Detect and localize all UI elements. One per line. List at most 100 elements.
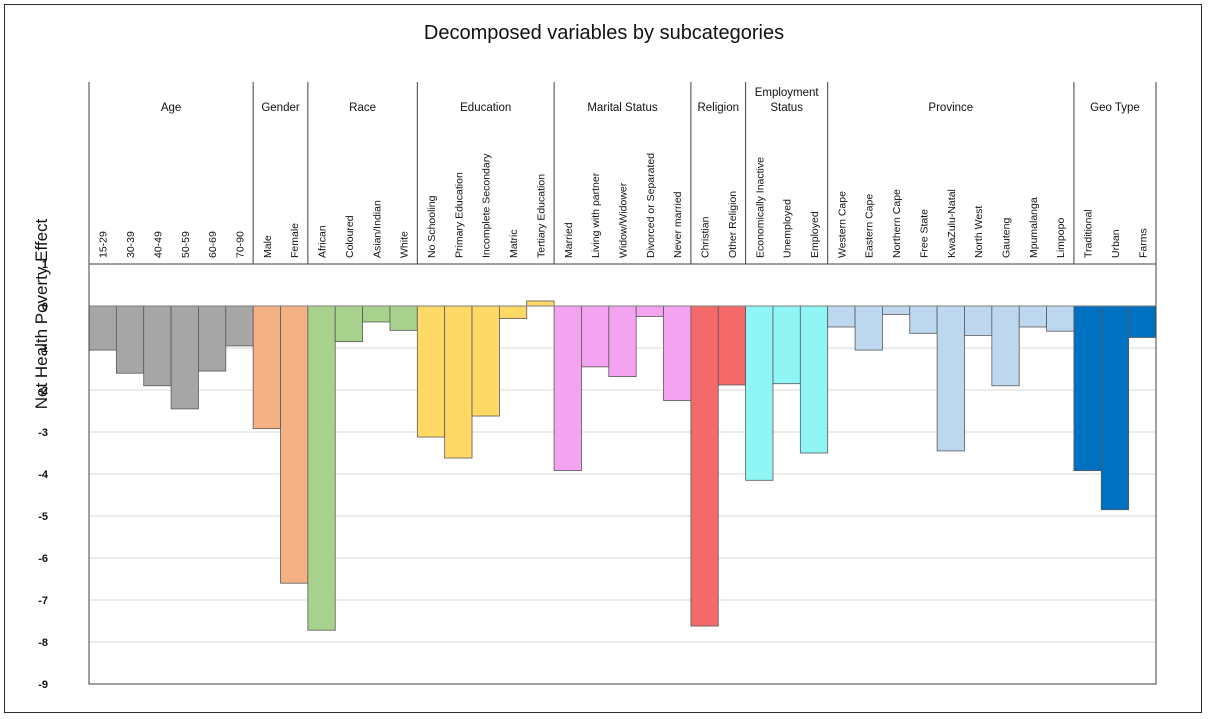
category-label: Economically Inactive (754, 157, 766, 258)
group-label: Marital Status (587, 102, 658, 114)
category-label: Asian/Indian (371, 200, 383, 258)
category-label: 60-69 (207, 231, 219, 258)
category-label: Other Religion (727, 191, 739, 258)
bar (608, 305, 637, 377)
category-label: Married (563, 222, 575, 258)
bar (690, 305, 719, 627)
category-label: Free State (918, 209, 930, 258)
y-tick-label: 1 (42, 259, 48, 271)
bar (1018, 305, 1047, 328)
bar (1046, 305, 1075, 332)
bar (799, 305, 829, 454)
category-label: 30-39 (125, 231, 137, 258)
bar (1073, 305, 1102, 472)
bar (553, 305, 582, 472)
bar (936, 305, 965, 452)
bar (745, 305, 774, 481)
category-label: Incomplete Secondary (481, 153, 493, 258)
category-label: Unemployed (782, 199, 794, 258)
bar (252, 305, 281, 430)
y-tick-label: -9 (38, 679, 48, 691)
bar (389, 305, 418, 331)
category-label: Widow/Widower (618, 182, 630, 258)
category-label: African (317, 225, 329, 258)
category-label: Christian (700, 216, 712, 258)
bar (498, 305, 528, 320)
y-tick-label: -6 (38, 553, 48, 565)
bar (635, 305, 664, 317)
y-tick-label: 0 (42, 301, 48, 313)
y-tick-label: -3 (38, 427, 48, 439)
bar (1128, 305, 1157, 338)
chart-title: Decomposed variables by subcategories (423, 22, 785, 44)
y-tick-label: -5 (38, 511, 48, 523)
bar (854, 305, 883, 351)
bar (581, 305, 610, 368)
bar (362, 305, 391, 323)
y-tick-label: -7 (38, 595, 48, 607)
category-label: Traditional (1083, 209, 1095, 258)
category-label: Never married (672, 191, 684, 258)
category-label: Mpumalanga (1028, 197, 1040, 258)
bar (526, 300, 555, 307)
bar (1100, 305, 1130, 511)
group-label: Age (161, 102, 181, 114)
category-label: Primary Education (453, 172, 465, 258)
group-label: Education (460, 102, 511, 114)
category-label: Living with partner (590, 172, 602, 258)
category-label: 15-29 (98, 231, 110, 258)
group-label: Province (928, 102, 973, 114)
group-label: Status (770, 102, 803, 114)
category-label: Male (262, 235, 274, 258)
bar (416, 305, 446, 438)
y-axis-label: Net Health Poverty Effect (32, 218, 51, 409)
category-label: Female (289, 223, 301, 258)
category-label: 70-90 (234, 231, 246, 258)
bar (909, 305, 938, 334)
category-label: Northern Cape (891, 189, 903, 258)
category-label: Divorced or Separated (645, 153, 657, 258)
category-label: 40-49 (152, 231, 164, 258)
bar (198, 305, 227, 372)
y-tick-label: -2 (38, 385, 48, 397)
bar (991, 305, 1020, 387)
bar (717, 305, 747, 386)
category-label: No Schooling (426, 195, 438, 258)
group-label: Employment (755, 87, 820, 99)
bar (225, 305, 254, 347)
bar (143, 305, 172, 387)
plot-border (88, 263, 1157, 685)
category-label: Gauteng (1001, 218, 1013, 258)
bar (444, 305, 473, 459)
bar (964, 305, 993, 336)
bar (115, 305, 145, 374)
category-label: Eastern Cape (864, 194, 876, 258)
bar (882, 305, 911, 315)
group-label: Religion (697, 102, 739, 114)
bar (170, 305, 199, 410)
group-label: Race (349, 102, 376, 114)
bar (663, 305, 692, 401)
bar (307, 305, 336, 631)
bar (280, 305, 309, 584)
category-label: Urban (1110, 229, 1122, 258)
category-label: Tertiary Education (535, 174, 547, 258)
category-label: Farms (1137, 228, 1149, 258)
category-label: Western Cape (836, 191, 848, 258)
category-label: 50-59 (180, 231, 192, 258)
category-label: Matric (508, 229, 520, 258)
category-label: Coloured (344, 215, 356, 258)
category-label: Limpopo (1055, 218, 1067, 258)
category-label: North West (973, 206, 985, 258)
y-tick-label: -1 (38, 343, 48, 355)
y-tick-label: -8 (38, 637, 48, 649)
bar (772, 305, 801, 385)
bar (827, 305, 856, 328)
category-label: White (399, 231, 411, 258)
bar (334, 305, 363, 343)
y-tick-label: -4 (38, 469, 49, 481)
group-label: Geo Type (1090, 102, 1140, 114)
category-label: Employed (809, 211, 821, 258)
bar (471, 305, 500, 417)
